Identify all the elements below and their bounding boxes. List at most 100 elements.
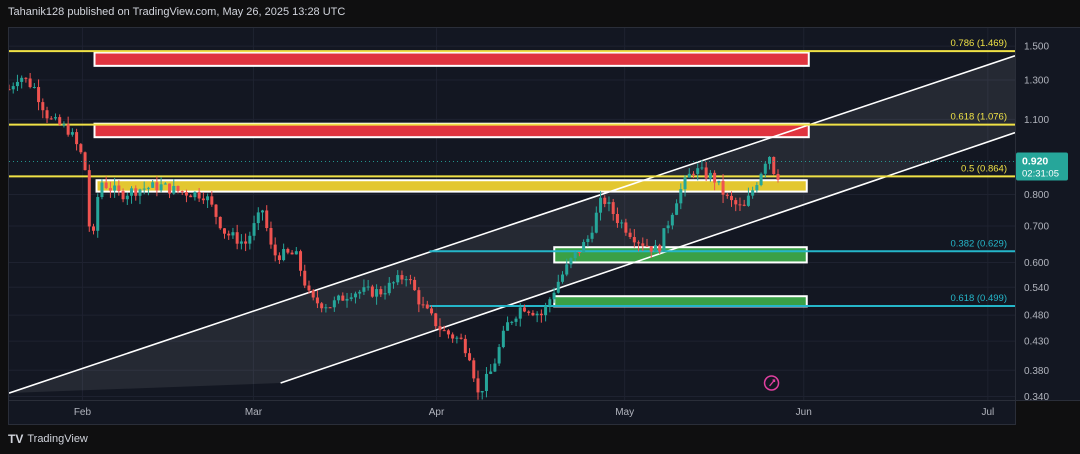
chart-plot-area[interactable]: 0.786 (1.469) 0.618 (1.076) 0.5 (0.864) 0.3… — [7, 27, 1016, 401]
candle-body — [294, 251, 298, 255]
time-tick-label: Jun — [796, 407, 812, 418]
price-axis[interactable]: 1.500 1.300 1.100 0.800 0.700 0.600 0.540 0.480… — [1016, 27, 1080, 403]
tradingview-logo-icon: TV — [8, 432, 24, 446]
candle-body — [687, 173, 691, 178]
current-price-badge — [1016, 152, 1068, 181]
candle-body — [252, 223, 256, 236]
candle-body — [218, 216, 222, 229]
candle-body — [184, 192, 188, 196]
candle-body — [210, 196, 214, 205]
zone-yellow — [95, 179, 808, 193]
publish-info: Tahanik128 published on TradingView.com,… — [8, 6, 346, 18]
candle-body — [442, 330, 446, 332]
candle-body — [721, 180, 725, 195]
zone-green — [553, 246, 808, 264]
candle-body — [37, 87, 41, 103]
candle-body — [222, 228, 226, 234]
candle-body — [113, 185, 117, 191]
candle-body — [582, 242, 586, 253]
candle-body — [286, 248, 290, 253]
candle-body — [307, 285, 311, 291]
candle-body — [75, 132, 79, 145]
candle-body — [20, 77, 24, 82]
time-tick-label: Apr — [429, 407, 445, 418]
time-axis-svg: Feb Mar Apr May Jun Jul — [74, 407, 994, 418]
candle-body — [641, 243, 645, 246]
candle-body — [193, 191, 197, 198]
candle-body — [7, 89, 11, 91]
candle-body — [497, 347, 501, 364]
candle-body — [387, 282, 391, 294]
candle-body — [700, 167, 704, 169]
candle-body — [332, 300, 336, 308]
time-axis[interactable]: Feb Mar Apr May Jun Jul — [8, 401, 1016, 425]
candle-body — [531, 312, 535, 316]
candle-body — [670, 214, 674, 226]
candle-body — [163, 183, 167, 185]
candle-body — [15, 81, 19, 87]
candle-body — [463, 338, 467, 354]
candle-body — [108, 188, 112, 191]
candle-body — [358, 291, 362, 294]
candle-body — [675, 203, 679, 215]
candle-body — [548, 299, 552, 306]
candle-body — [362, 287, 366, 292]
time-tick-label: Jul — [981, 407, 994, 418]
candle-body — [265, 210, 269, 228]
candle-body — [573, 252, 577, 259]
event-marker-icon — [763, 375, 780, 391]
candle-body — [725, 194, 729, 196]
candle-body — [539, 313, 543, 316]
fib-level-label: 0.786 (1.469) — [950, 38, 1007, 49]
candle-body — [493, 363, 497, 372]
candle-body — [746, 195, 750, 206]
candle-body — [256, 212, 260, 224]
candle-body — [679, 189, 683, 204]
candle-body — [353, 293, 357, 298]
candle-body — [476, 378, 480, 393]
price-tick-label: 0.600 — [1024, 258, 1049, 269]
candle-body — [683, 177, 687, 190]
price-axis-svg: 1.500 1.300 1.100 0.800 0.700 0.600 0.540 0.480… — [1016, 42, 1068, 403]
candle-body — [607, 202, 611, 204]
candle-body — [375, 289, 379, 297]
candle-body — [345, 298, 349, 301]
candle-body — [489, 371, 493, 374]
zone-red — [93, 122, 810, 139]
candle-body — [637, 242, 641, 244]
candle-body — [776, 174, 780, 180]
candle-body — [244, 241, 248, 244]
candle-body — [290, 252, 294, 255]
countdown-timer: 02:31:05 — [1022, 169, 1059, 180]
candle-body — [337, 295, 341, 301]
candle-body — [645, 245, 649, 247]
candle-body — [349, 297, 353, 299]
candle-body — [142, 188, 146, 190]
candle-body — [172, 185, 176, 194]
candle-body — [189, 195, 193, 198]
zone-red — [93, 51, 810, 67]
candle-body — [180, 191, 184, 193]
candle-body — [231, 232, 235, 236]
candle-body — [586, 238, 590, 243]
candle-body — [396, 275, 400, 283]
candle-body — [696, 168, 700, 174]
candle-body — [527, 311, 531, 313]
candle-body — [168, 183, 172, 194]
price-tick-label: 1.500 — [1024, 42, 1049, 53]
candle-body — [66, 124, 70, 135]
candle-body — [130, 188, 134, 196]
candle-body — [417, 290, 421, 305]
candle-body — [628, 232, 632, 238]
candle-body — [299, 251, 303, 271]
candle-body — [261, 210, 265, 213]
candle-body — [738, 204, 742, 206]
candle-body — [484, 373, 488, 392]
chart-svg[interactable]: 0.786 (1.469) 0.618 (1.076) 0.5 (0.864) 0.3… — [7, 28, 1016, 400]
candle-body — [79, 144, 83, 153]
candle-body — [366, 286, 370, 288]
candle-body — [603, 197, 607, 204]
candle-body — [599, 197, 603, 213]
candle-body — [510, 321, 514, 323]
